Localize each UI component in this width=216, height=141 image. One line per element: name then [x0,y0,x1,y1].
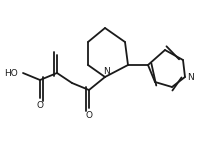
Text: HO: HO [4,69,18,78]
Text: N: N [187,72,193,81]
Text: O: O [37,101,43,110]
Text: N: N [103,68,109,77]
Text: O: O [86,112,92,121]
